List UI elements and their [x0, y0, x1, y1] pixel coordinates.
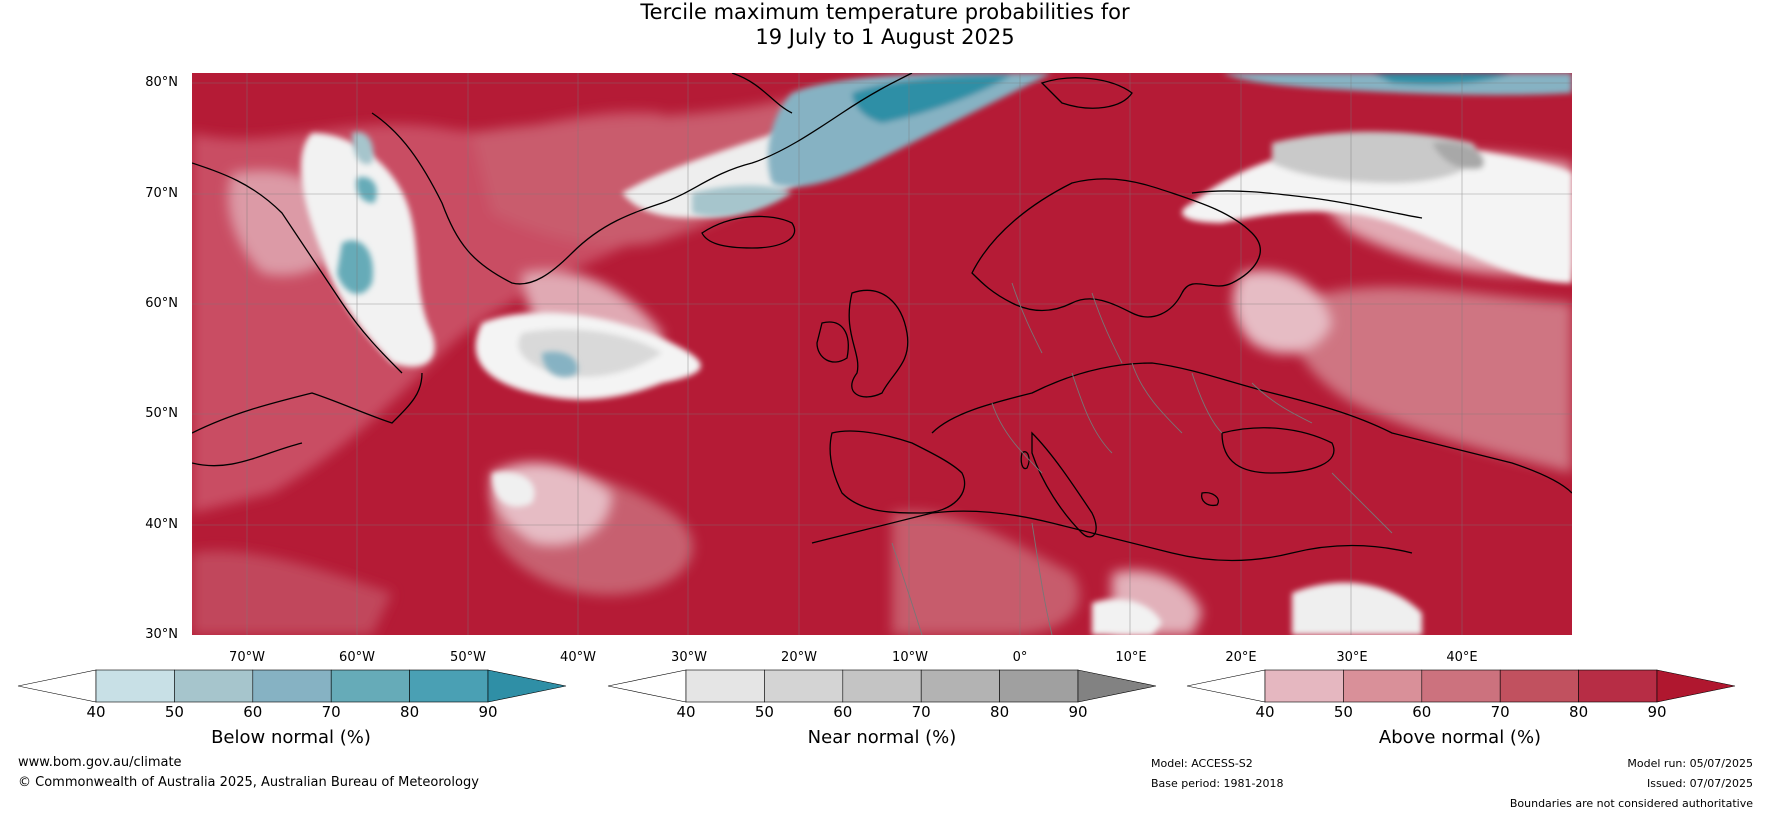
map-title: Tercile maximum temperature probabilitie… — [0, 0, 1770, 50]
lat-label-30n: 30°N — [145, 627, 178, 642]
above-normal-colorbar-low-arrow — [1186, 669, 1266, 703]
lon-label-40w: 40°W — [560, 650, 596, 665]
below-normal-colorbar-segment — [174, 669, 254, 703]
lat-label-80n: 80°N — [145, 75, 178, 90]
lon-label-40e: 40°E — [1446, 650, 1478, 665]
near-normal-colorbar-segment — [685, 669, 765, 703]
near-normal-title: Near normal (%) — [807, 727, 957, 748]
lon-label-20e: 20°E — [1225, 650, 1257, 665]
above-normal-colorbar-segment — [1499, 669, 1579, 703]
lon-label-30e: 30°E — [1336, 650, 1368, 665]
below-normal-title: Below normal (%) — [211, 727, 371, 748]
near-normal-colorbar-high-arrow — [1077, 669, 1157, 703]
lon-label-10e: 10°E — [1115, 650, 1147, 665]
near-normal-tick-label: 80 — [990, 703, 1010, 721]
above-normal-tick-label: 50 — [1333, 703, 1353, 721]
country-borders — [891, 282, 1393, 635]
lat-label-40n: 40°N — [145, 517, 178, 532]
above-normal-colorbar-segment — [1578, 669, 1658, 703]
below-normal-colorbar-segment — [409, 669, 489, 703]
near-normal-tick-label: 50 — [754, 703, 774, 721]
above-normal-colorbar-segment — [1264, 669, 1344, 703]
copyright-notice: © Commonwealth of Australia 2025, Austra… — [18, 775, 479, 790]
coastlines — [192, 73, 1572, 562]
below-normal-colorbar-high-arrow — [487, 669, 567, 703]
below-normal-field — [337, 73, 1572, 377]
lon-label-0: 0° — [1012, 650, 1028, 665]
lon-label-20w: 20°W — [781, 650, 817, 665]
near-normal-field — [301, 103, 1572, 635]
lat-label-60n: 60°N — [145, 296, 178, 311]
near-normal-colorbar-segment — [920, 669, 1000, 703]
title-line-1: Tercile maximum temperature probabilitie… — [640, 0, 1130, 24]
below-normal-colorbar-segment — [95, 669, 175, 703]
above-normal-tick-label: 60 — [1412, 703, 1432, 721]
below-normal-tick-label: 90 — [478, 703, 498, 721]
near-normal-colorbar-segment — [842, 669, 922, 703]
base-period: Base period: 1981-2018 — [1151, 777, 1284, 790]
below-normal-tick-label: 70 — [321, 703, 341, 721]
above-normal-tick-label: 70 — [1490, 703, 1510, 721]
above-normal-tick-label: 40 — [1255, 703, 1275, 721]
above-normal-tick-label: 90 — [1647, 703, 1667, 721]
near-normal-tick-label: 60 — [833, 703, 853, 721]
issued-date: Issued: 07/07/2025 — [1646, 777, 1753, 790]
model-run-date: Model run: 05/07/2025 — [1627, 757, 1753, 770]
lon-label-70w: 70°W — [229, 650, 265, 665]
below-normal-colorbar-segment — [252, 669, 332, 703]
above-normal-colorbar-segment — [1343, 669, 1423, 703]
model-name: Model: ACCESS-S2 — [1151, 757, 1253, 770]
lon-label-10w: 10°W — [892, 650, 928, 665]
title-line-2: 19 July to 1 August 2025 — [755, 25, 1015, 49]
lat-label-70n: 70°N — [145, 186, 178, 201]
near-normal-tick-label: 90 — [1068, 703, 1088, 721]
above-normal-colorbar-segment — [1421, 669, 1501, 703]
probability-map — [192, 73, 1572, 635]
below-normal-tick-label: 40 — [86, 703, 106, 721]
lon-label-60w: 60°W — [339, 650, 375, 665]
below-normal-tick-label: 80 — [400, 703, 420, 721]
map-canvas — [192, 73, 1572, 635]
near-normal-colorbar-segment — [764, 669, 844, 703]
near-normal-tick-label: 40 — [676, 703, 696, 721]
boundaries-disclaimer: Boundaries are not considered authoritat… — [1509, 797, 1753, 810]
below-normal-colorbar-segment — [330, 669, 410, 703]
below-normal-tick-label: 60 — [243, 703, 263, 721]
colorbar-legend — [17, 669, 1736, 703]
above-normal-tick-label: 80 — [1569, 703, 1589, 721]
above-normal-colorbar-high-arrow — [1656, 669, 1736, 703]
above-normal-title: Above normal (%) — [1378, 727, 1542, 748]
lon-label-30w: 30°W — [671, 650, 707, 665]
near-normal-colorbar-low-arrow — [607, 669, 687, 703]
website-url[interactable]: www.bom.gov.au/climate — [18, 755, 182, 770]
below-normal-tick-label: 50 — [164, 703, 184, 721]
near-normal-colorbar-segment — [999, 669, 1079, 703]
near-normal-tick-label: 70 — [911, 703, 931, 721]
lon-label-50w: 50°W — [450, 650, 486, 665]
lat-label-50n: 50°N — [145, 406, 178, 421]
below-normal-colorbar-low-arrow — [17, 669, 97, 703]
